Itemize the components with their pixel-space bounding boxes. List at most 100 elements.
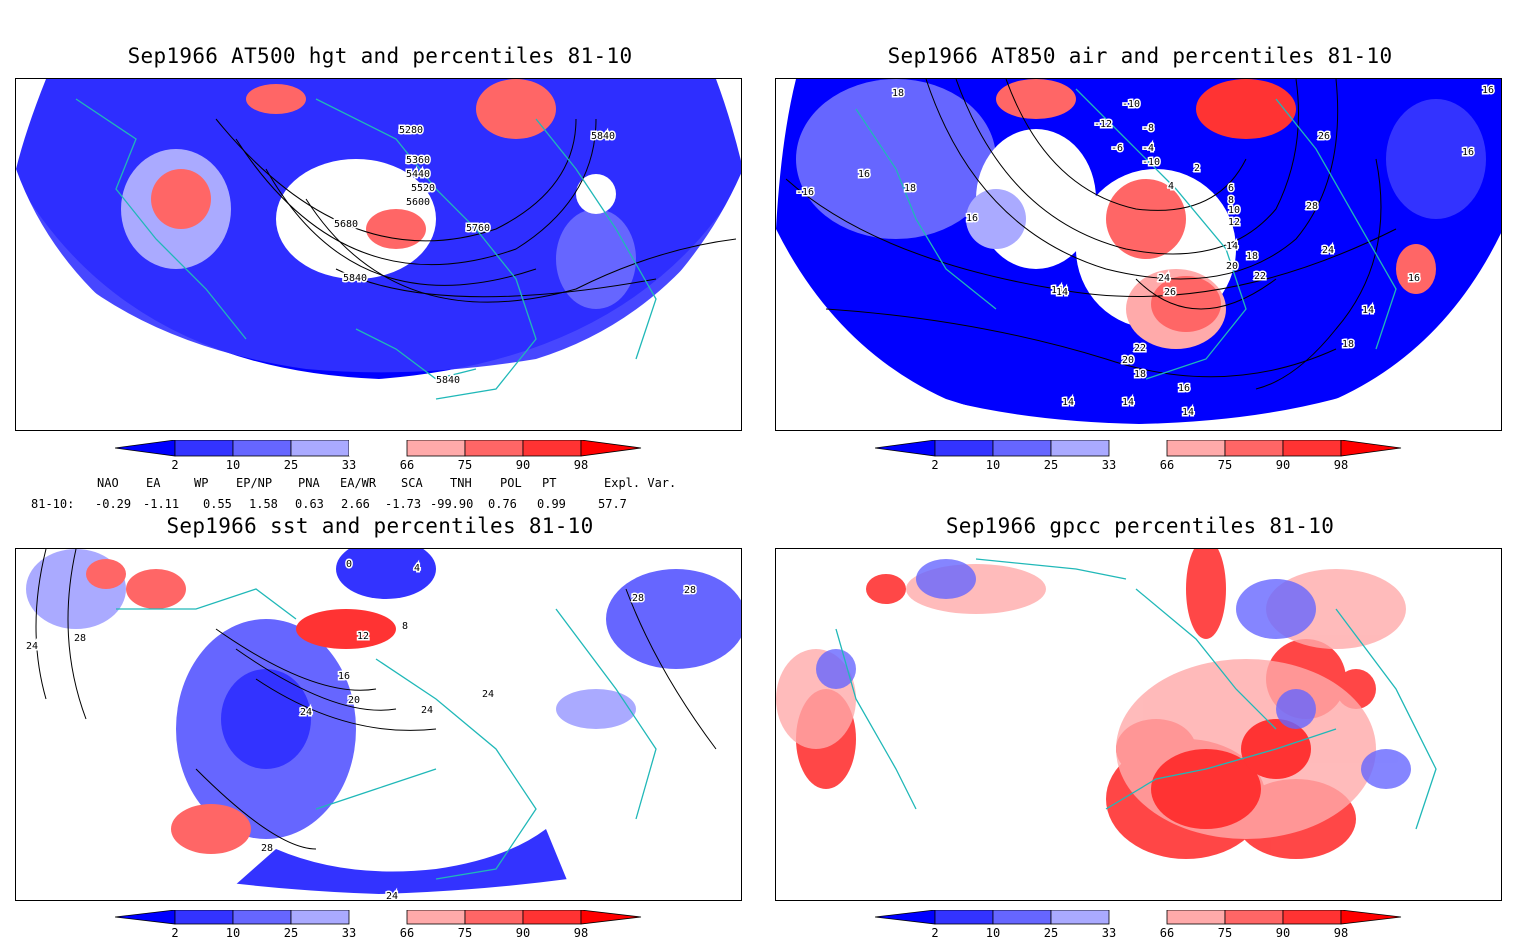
colorbar-air850: 2 10 25 33 66 75 90 98 [875,440,1415,476]
index-header: Expl. Var. [604,476,677,490]
index-header: TNH [450,476,472,490]
contour-label: -8 [1142,123,1154,134]
contour-label: 14 [1226,241,1238,252]
contour-label: 4 [1168,181,1174,192]
colorbar-tick: 98 [574,926,588,940]
index-value: -0.29 [95,497,132,511]
contour-label: 12 [1228,217,1240,228]
colorbar-tick: 10 [986,458,1000,472]
indices-header-row: NAO EA WP EP/NP PNA EA/WR SCA TNH POL PT… [0,476,740,492]
index-value: -1.11 [143,497,180,511]
colorbar-tick: 75 [458,458,472,472]
contour-label: 20 [348,695,360,706]
colorbar-tick: 33 [1102,458,1116,472]
colorbar-tick: 25 [1044,926,1058,940]
contour-label: 20 [1226,261,1238,272]
contour-label: 8 [1228,195,1234,206]
contour-label: 14 [1062,397,1074,408]
indices-value-row: 81-10: -0.29 -1.11 0.55 1.58 0.63 2.66 -… [0,497,740,513]
colorbar-tick: 2 [171,458,178,472]
colorbar-tick: 90 [516,926,530,940]
colorbar-tick: 75 [1218,926,1232,940]
index-value: 1.58 [249,497,278,511]
contour-label: 24 [482,689,494,700]
contour-label: 14 [1051,285,1063,296]
contour-label: 24 [300,707,312,718]
contour-label: 14 [1122,397,1134,408]
contour-label: 16 [338,671,350,682]
contour-label: 14 [1362,305,1374,316]
contour-label: 2 [1194,163,1200,174]
panel-title-air850: Sep1966 AT850 air and percentiles 81-10 [887,44,1393,68]
colorbar-hgt500: 2 10 25 33 66 75 90 98 [115,440,655,476]
colorbar-tick: 25 [284,926,298,940]
contour-label: 20 [1122,355,1134,366]
contour-label: 16 [1482,85,1494,96]
colorbar-tick: 98 [1334,926,1348,940]
contour-label: 18 [1342,339,1354,350]
map-panel-hgt500: 5280 5360 5440 5520 5600 5680 5760 5840 … [15,78,742,431]
contour-label: 24 [1322,245,1334,256]
contour-label: 14 [1056,287,1068,298]
contour-label: 8 [402,621,408,632]
contour-label: 0 [346,559,352,570]
colorbar-tick: 90 [516,458,530,472]
contour-label: -10 [1142,157,1160,168]
colorbar-sst: 2 10 25 33 66 75 90 98 [115,910,655,940]
contour-label: -12 [1094,119,1112,130]
contour-label: 4 [414,563,420,574]
index-value: -99.90 [430,497,474,511]
colorbar-tick: 2 [931,926,938,940]
air850-map: 18 -10 -12 -8 -6 -4 -10 2 4 6 8 10 12 16… [776,79,1501,430]
index-value: 0.63 [295,497,324,511]
contour-label: -10 [1122,99,1140,110]
contour-label: 5840 [591,131,615,142]
contour-label: 28 [261,843,273,854]
contour-label: 24 [1158,273,1170,284]
hgt500-map: 5280 5360 5440 5520 5600 5680 5760 5840 … [16,79,741,430]
hgt500-contour-labels: 5280 5360 5440 5520 5600 5680 5760 5840 … [333,124,617,388]
contour-label: 22 [1254,271,1266,282]
contour-label: 12 [357,631,369,642]
index-value: 57.7 [598,497,627,511]
colorbar-tick: 66 [400,926,414,940]
colorbar-tick: 66 [400,458,414,472]
contour-label: 26 [1318,131,1330,142]
contour-label: 5520 [411,183,435,194]
colorbar-tick: 25 [1044,458,1058,472]
contour-label: 5840 [343,273,367,284]
index-value: 0.55 [203,497,232,511]
contour-label: 5840 [436,375,460,386]
colorbar-tick: 66 [1160,926,1174,940]
colorbar-tick: 10 [226,458,240,472]
contour-label: 24 [26,641,38,652]
contour-label: 10 [1228,205,1240,216]
panel-title-gpcc: Sep1966 gpcc percentiles 81-10 [945,514,1335,538]
panel-title-sst: Sep1966 sst and percentiles 81-10 [166,514,594,538]
contour-label: 22 [1134,343,1146,354]
index-header: WP [194,476,209,490]
index-header: NAO [97,476,119,490]
contour-label: 28 [684,585,696,596]
panel-title-hgt500: Sep1966 AT500 hgt and percentiles 81-10 [127,44,633,68]
contour-label: 5360 [406,155,430,166]
air850-contour-labels: 18 -10 -12 -8 -6 -4 -10 2 4 6 8 10 12 16… [795,84,1496,420]
sst-contour-labels: 0 4 8 12 16 20 24 28 24 28 28 24 24 24 2… [25,558,698,901]
contour-label: 16 [1462,147,1474,158]
contour-label: 5680 [334,219,358,230]
map-panel-sst: 0 4 8 12 16 20 24 28 24 28 28 24 24 24 2… [15,548,742,901]
colorbar-tick: 90 [1276,926,1290,940]
contour-label: 28 [1306,201,1318,212]
contour-label: 18 [892,88,904,99]
colorbar-tick: 2 [931,458,938,472]
colorbar-tick: 75 [458,926,472,940]
contour-label: 18 [904,183,916,194]
contour-label: 24 [386,891,398,901]
index-header: EA [146,476,161,490]
colorbar-tick: 33 [342,926,356,940]
gpcc-map [776,549,1501,900]
index-header: PNA [298,476,320,490]
contour-label: 26 [1164,287,1176,298]
contour-label: 18 [1246,251,1258,262]
index-header: EP/NP [236,476,273,490]
